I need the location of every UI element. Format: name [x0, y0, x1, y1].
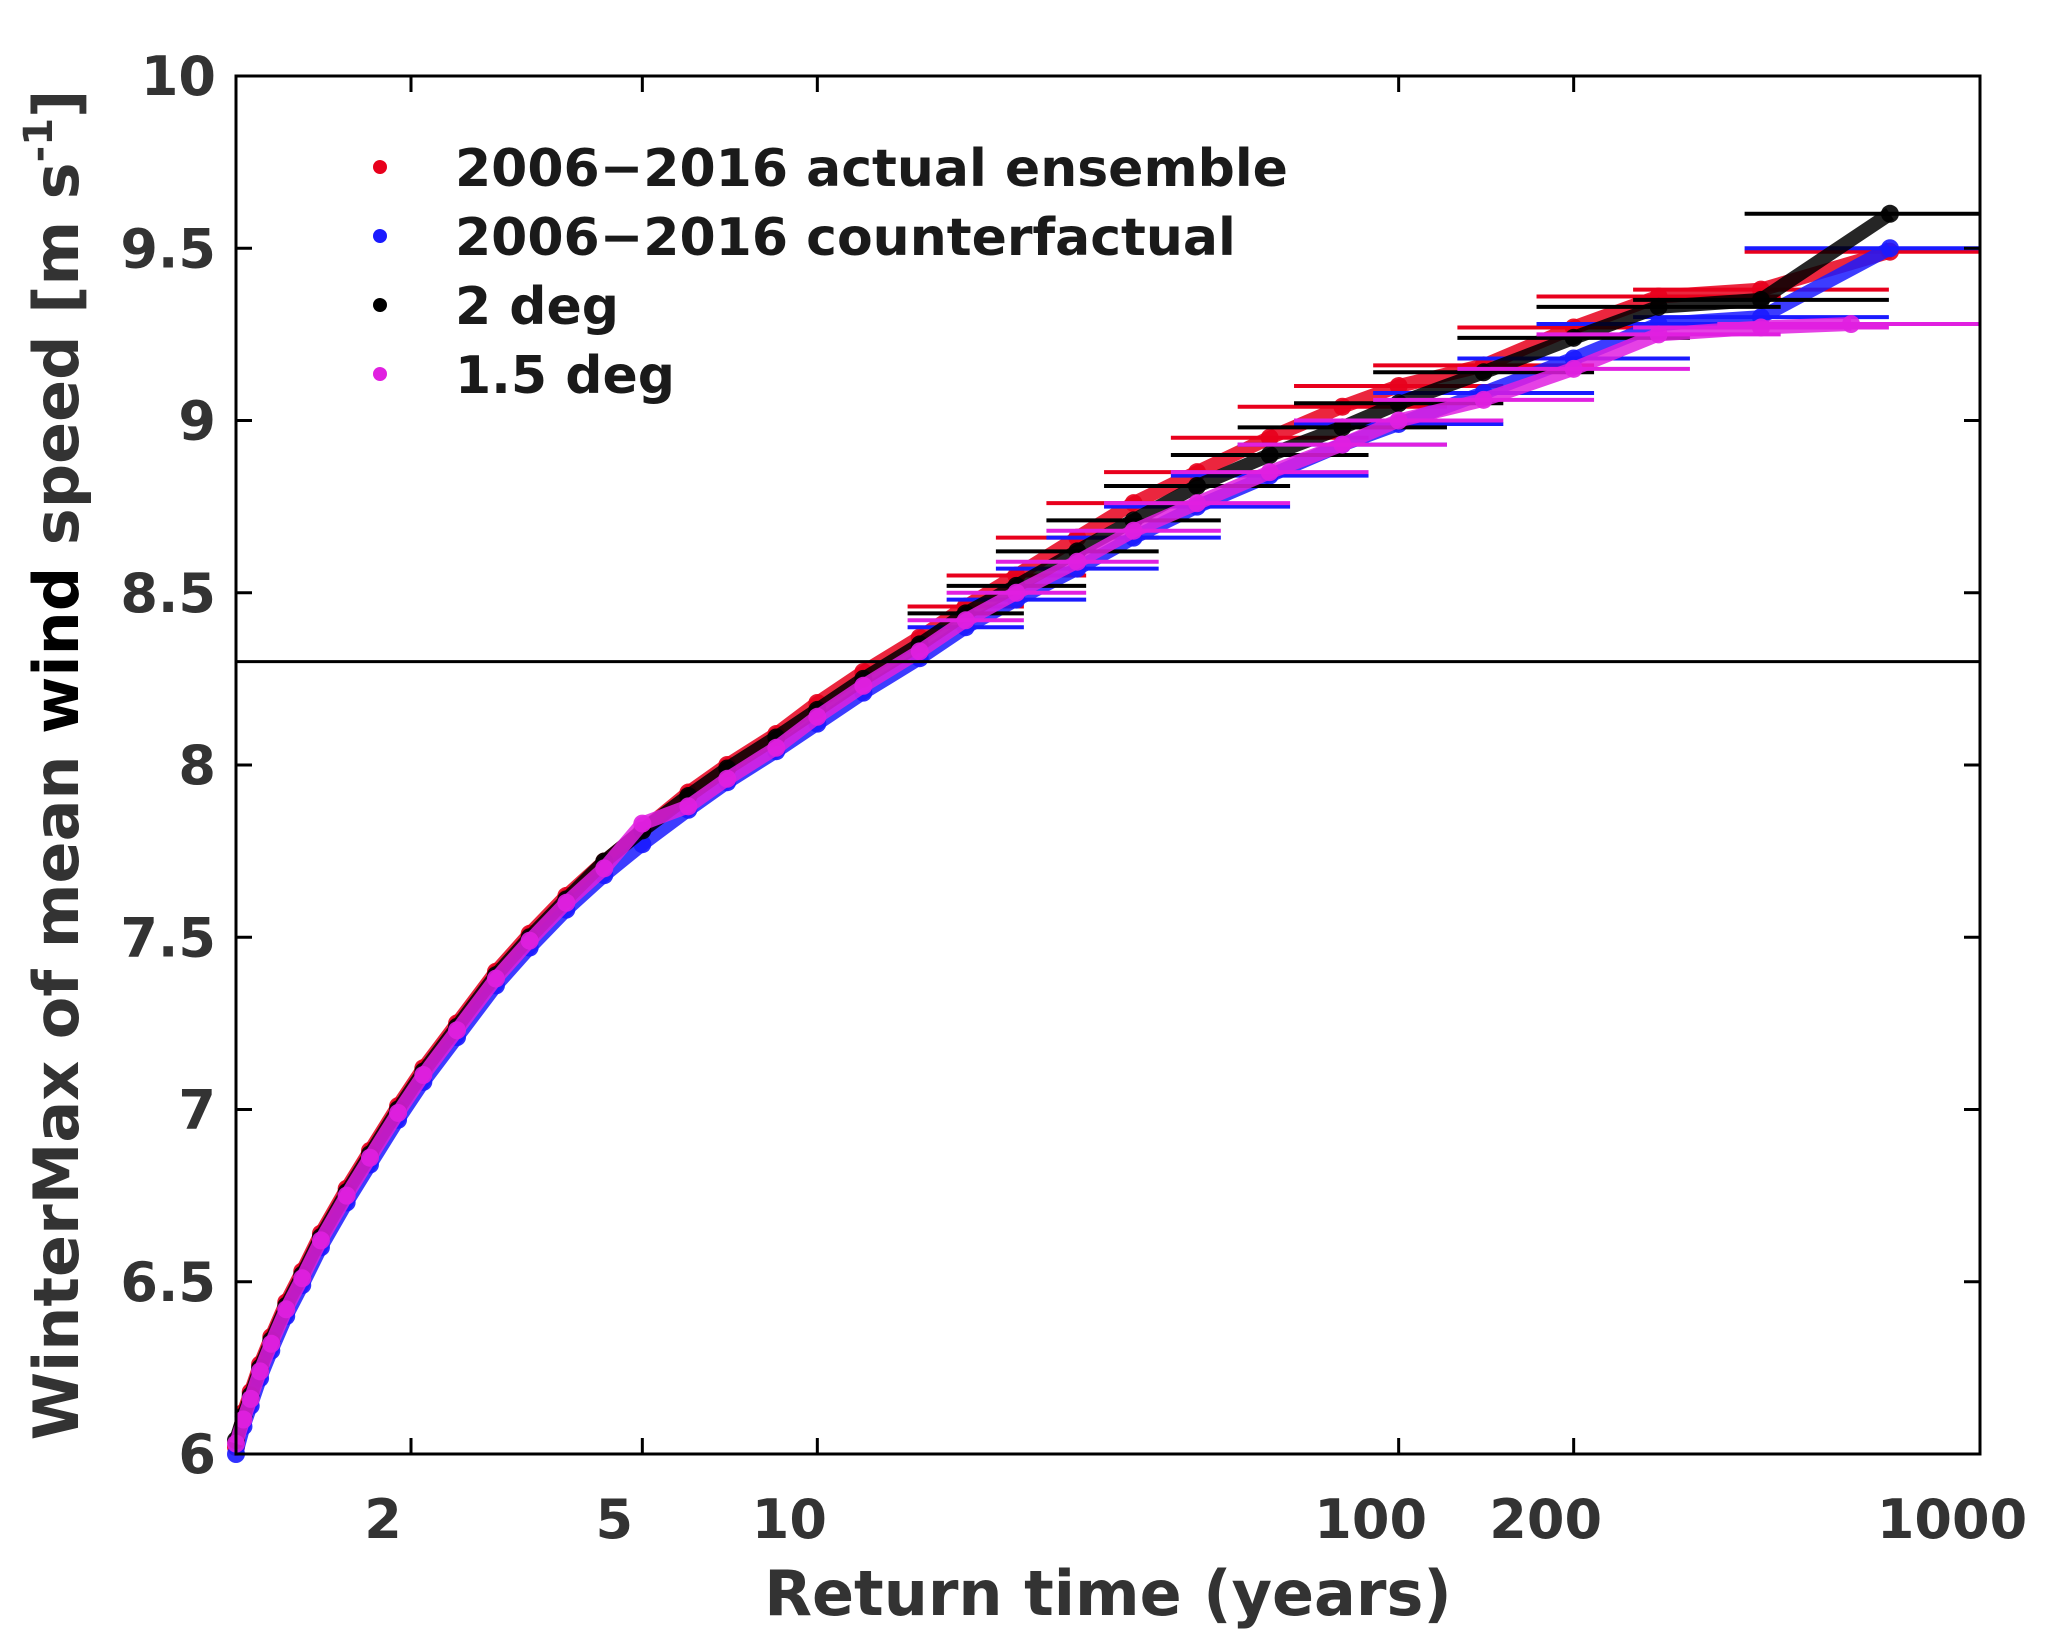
legend-label: 2 deg: [455, 277, 619, 337]
y-axis-title-part-1: WinterMax of mean: [20, 734, 93, 1441]
x-tick-label: 100: [1314, 1488, 1427, 1551]
y-tick-label: 7: [178, 1079, 216, 1142]
legend-marker: [373, 298, 387, 312]
series-0: [227, 242, 1980, 1457]
series-1: [227, 239, 1980, 1463]
x-tick-label: 10: [752, 1488, 827, 1551]
legend-marker: [373, 229, 387, 243]
x-axis-title: Return time (years): [764, 1557, 1451, 1630]
x-tick-label: 1000: [1877, 1488, 2027, 1551]
legend-label: 1.5 deg: [455, 346, 675, 406]
x-tick-label: 5: [596, 1488, 634, 1551]
y-axis-title: WinterMax of mean wind speed [m s-1]: [16, 90, 93, 1441]
y-axis-title-part-2: wind: [20, 567, 93, 734]
y-tick-label: 8.5: [120, 562, 216, 625]
legend-marker: [373, 160, 387, 174]
series-line: [229, 242, 1894, 1456]
y-axis-title-superscript: -1: [16, 118, 62, 162]
legend-marker: [373, 367, 387, 381]
legend: 2006−2016 actual ensemble 2006−2016 count…: [373, 139, 1288, 406]
y-tick-label: 9: [178, 390, 216, 453]
series-3: [227, 315, 1980, 1453]
data-marks: [227, 204, 1980, 1463]
y-axis-title-part-5: ]: [20, 90, 93, 118]
series-line: [229, 244, 1892, 1449]
y-tick-label: 9.5: [120, 217, 216, 280]
y-tick-label: 8: [178, 734, 216, 797]
y-axis-title-part-3: speed [m s: [20, 162, 93, 566]
legend-label: 2006−2016 counterfactual: [455, 208, 1236, 268]
y-tick-label: 7.5: [120, 906, 216, 969]
legend-label: 2006−2016 actual ensemble: [455, 139, 1288, 199]
x-tick-label: 200: [1489, 1488, 1602, 1551]
y-tick-label: 10: [141, 45, 216, 108]
x-tick-label: 2: [364, 1488, 402, 1551]
axis-ticks: 6 6.5 7 7.5 8 8.5 9 9.5 10 2 5 10 100 200 1000: [120, 45, 2027, 1551]
series-line: [229, 317, 1852, 1446]
y-tick-label: 6.5: [120, 1251, 216, 1314]
y-tick-label: 6: [178, 1423, 216, 1486]
